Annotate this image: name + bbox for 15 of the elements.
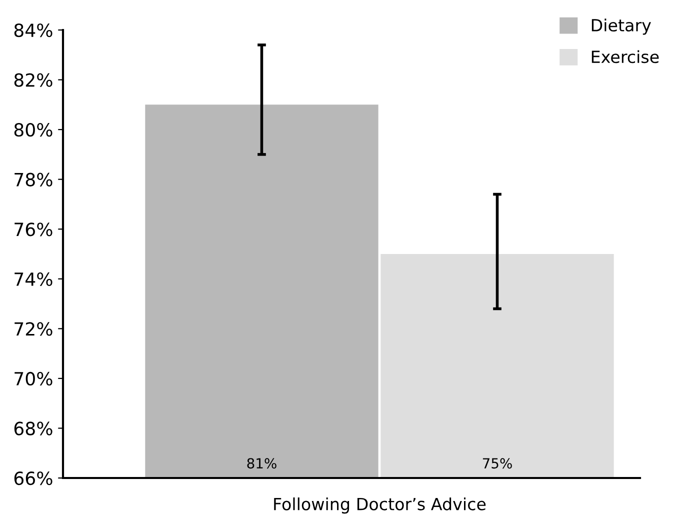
data-label: 81% [247,458,276,469]
y-tick-label: 76% [14,222,52,236]
y-tick-label: 72% [14,322,52,336]
y-tick-label: 78% [14,172,52,186]
y-tick-label: 70% [14,372,52,386]
legend-label: Exercise [592,50,659,64]
y-tick-label: 82% [14,73,52,87]
y-tick-label: 84% [14,23,52,38]
y-tick-label: 74% [14,272,52,286]
x-tick-label: Following Doctor’s Advice [274,497,486,514]
y-tick-label: 80% [14,123,52,137]
y-tick-label: 66% [14,471,52,486]
y-tick-label: 68% [14,422,52,436]
legend-label: Dietary [592,18,651,35]
data-label: 75% [482,458,512,469]
